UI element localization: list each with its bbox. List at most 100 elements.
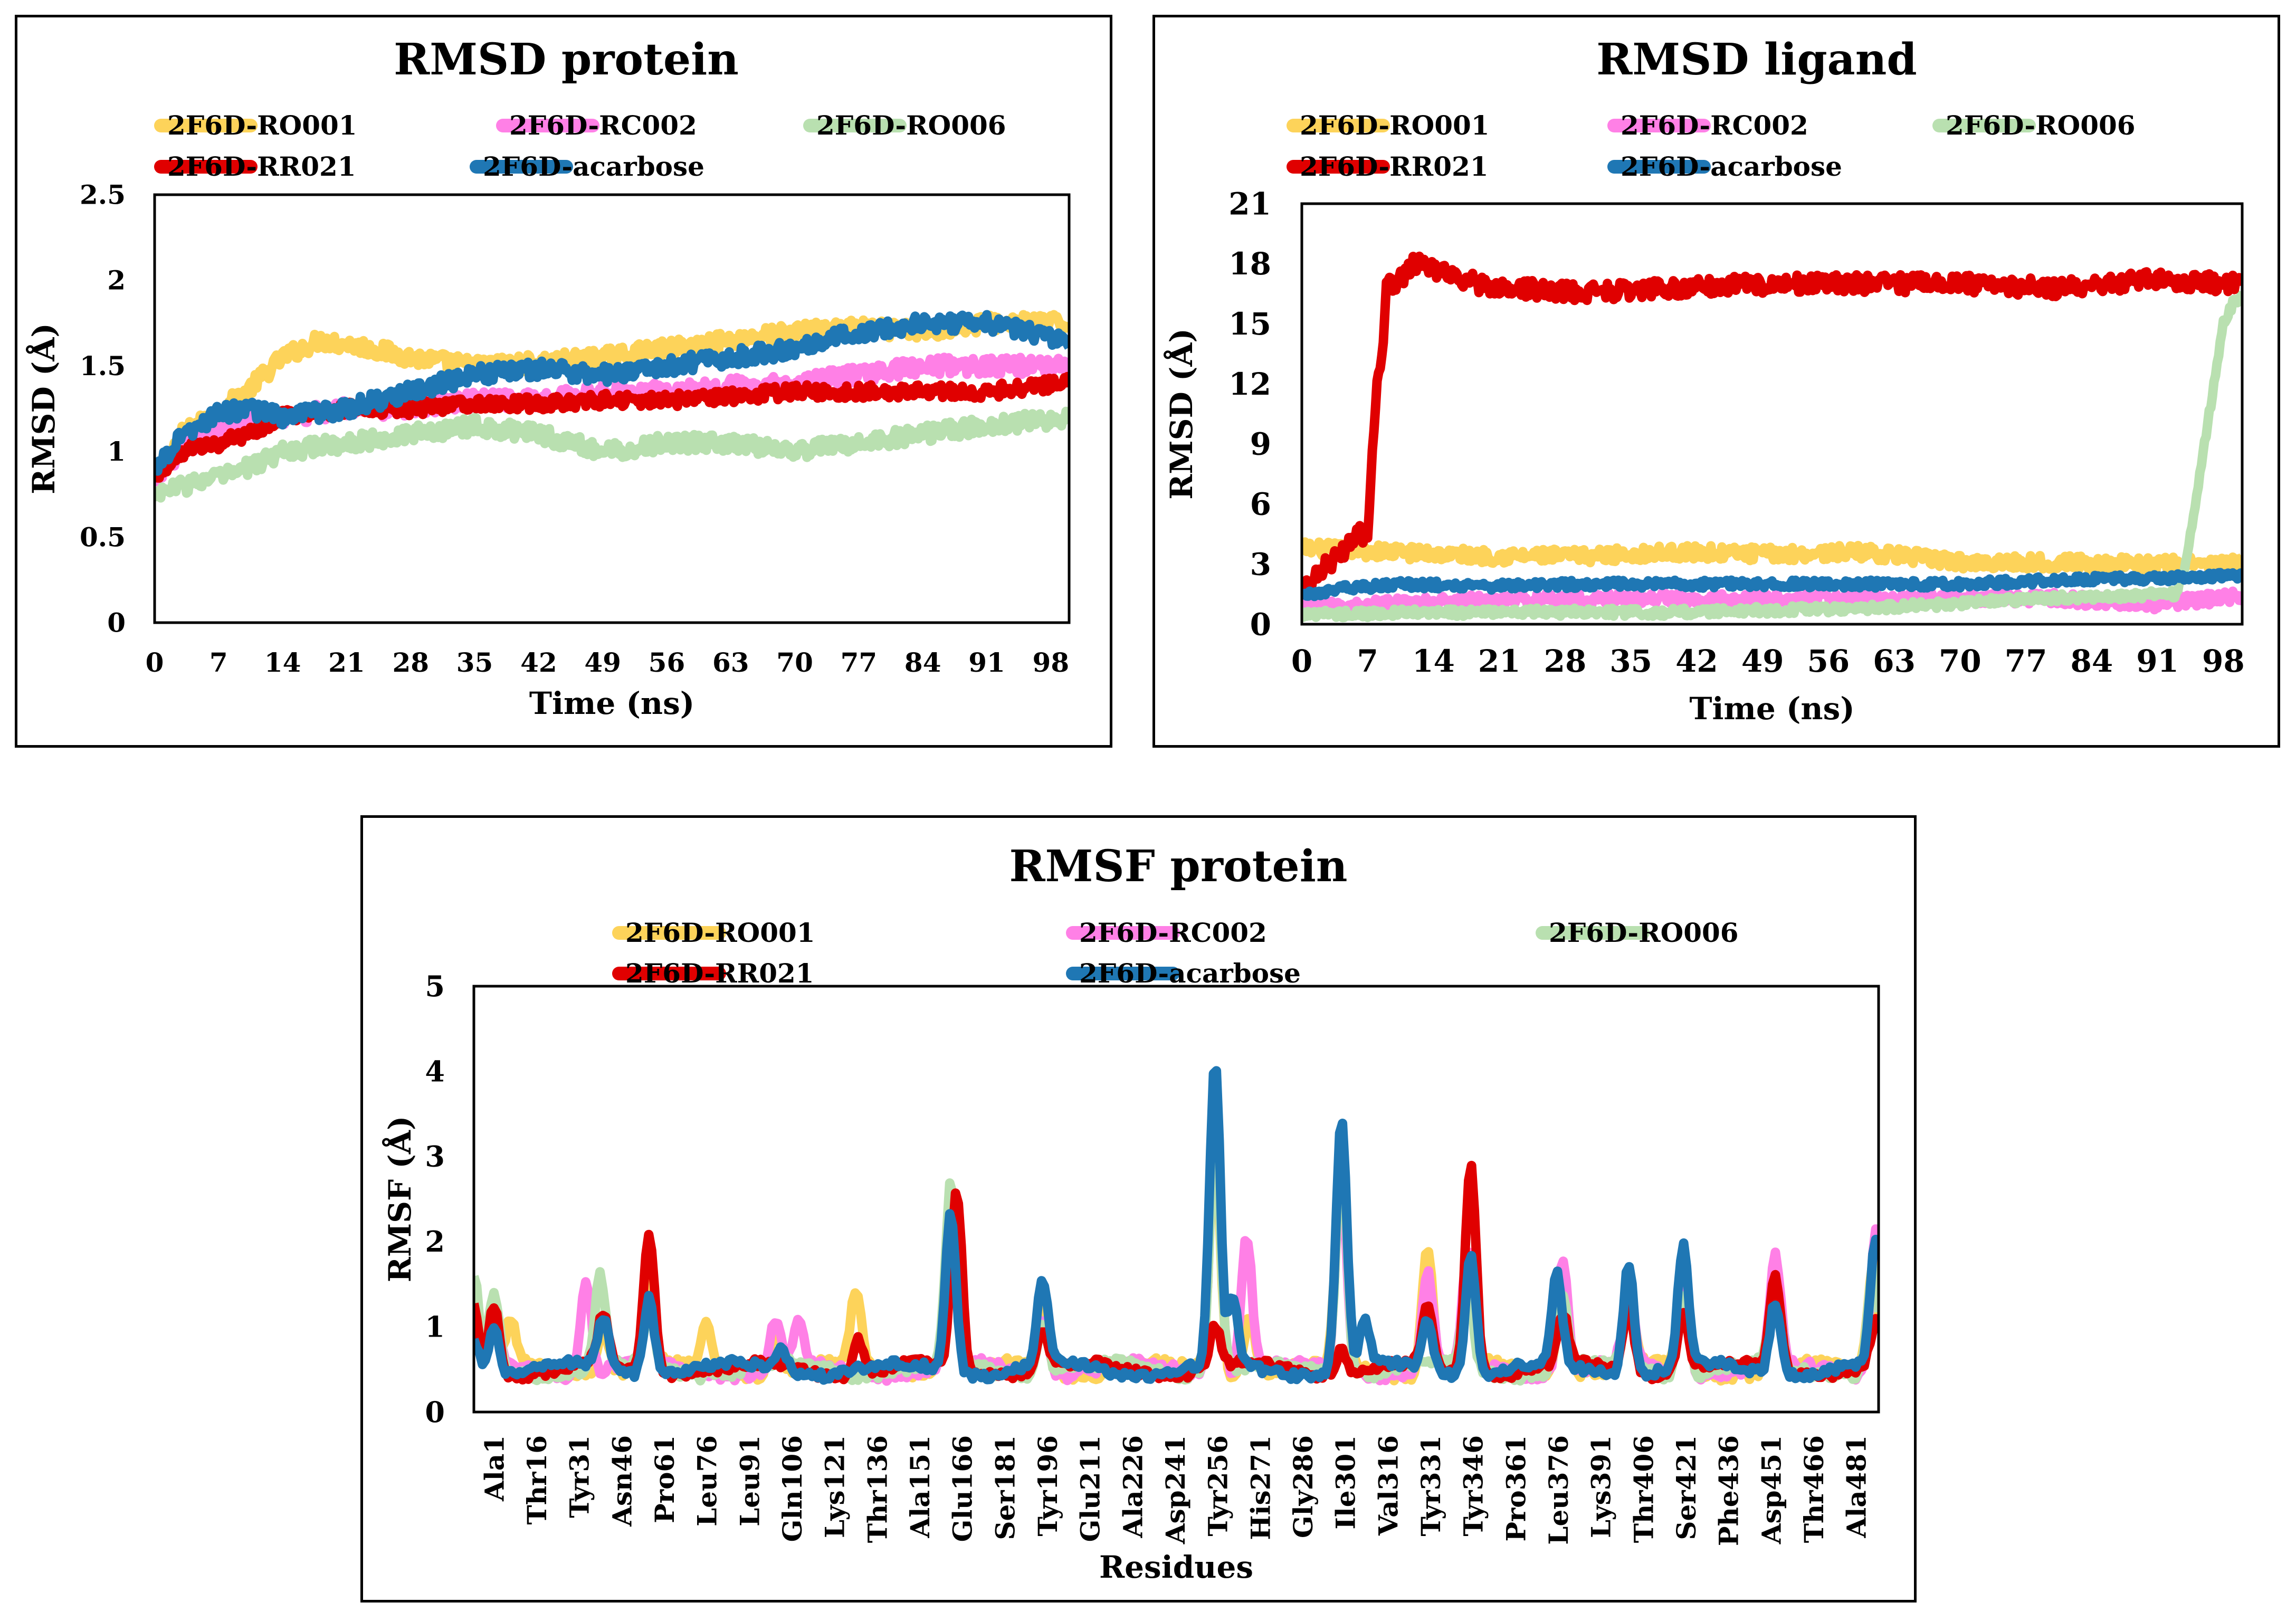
x-tick-label: Asp451	[1756, 1435, 1787, 1544]
x-tick-label: 49	[1741, 643, 1784, 679]
rmsf-protein-chart: RMSF protein 2F6D-RO001 2F6D-RC002 2F6D-RO0…	[382, 841, 1880, 1585]
y-tick-label: 2.5	[80, 179, 126, 211]
legend-entry-2f6d-rr021: 2F6D-RR021	[612, 958, 814, 989]
rmsd-protein-chart: RMSD protein 2F6D-RO001 2F6D-RC002 2F6D-RO0…	[26, 34, 1071, 721]
x-tick-label: Ala1	[479, 1435, 510, 1502]
x-tick-label: 35	[456, 647, 493, 678]
y-tick-label: 21	[1228, 186, 1271, 222]
legend-label: 2F6D-RR021	[1300, 151, 1489, 182]
x-tick-label: Gly286	[1288, 1435, 1319, 1538]
legend-label: 2F6D-RO006	[1549, 917, 1739, 948]
x-tick-label: Val316	[1373, 1435, 1404, 1536]
x-tick-label: Lys391	[1586, 1435, 1617, 1538]
rmsd-ligand-chart: RMSD ligand 2F6D-RO001 2F6D-RC002 2F6D-RO00…	[1164, 34, 2245, 727]
y-tick-label: 3	[425, 1140, 445, 1174]
chart-title: RMSF protein	[1009, 841, 1348, 892]
x-tick-label: 7	[1357, 643, 1378, 679]
y-tick-label: 5	[425, 969, 445, 1003]
y-tick-label: 18	[1228, 246, 1271, 282]
x-tick-label: 42	[1675, 643, 1718, 679]
x-axis-label: Time (ns)	[529, 685, 694, 721]
plot-area-frame	[153, 193, 1071, 624]
x-tick-label: Thr16	[521, 1435, 552, 1524]
x-tick-label: 70	[776, 647, 813, 678]
chart-title: RMSD ligand	[1596, 34, 1917, 85]
x-tick-label: 49	[584, 647, 621, 678]
y-tick-label: 1	[425, 1310, 445, 1344]
legend-label: 2F6D-RC002	[1621, 110, 1808, 141]
legend-entry-2f6d-rc002: 2F6D-RC002	[1066, 917, 1267, 948]
legend-entry-2f6d-ro001: 2F6D-RO001	[154, 110, 357, 141]
legend-entry-2f6d-rc002: 2F6D-RC002	[496, 110, 697, 141]
series-line-2f6d-ro006	[1302, 290, 2242, 623]
legend-label: 2F6D-RO006	[1946, 110, 2136, 141]
x-tick-label: 77	[841, 647, 878, 678]
y-tick-label: 0	[425, 1395, 445, 1429]
legend-entry-2f6d-rr021: 2F6D-RR021	[1287, 151, 1489, 182]
x-axis-label: Time (ns)	[1689, 691, 1854, 727]
legend-entry-2f6d-ro006: 2F6D-RO006	[1536, 917, 1739, 948]
y-tick-label: 0	[1250, 606, 1271, 642]
legend-label: 2F6D-RO006	[816, 110, 1006, 141]
x-tick-label: 98	[1033, 647, 1070, 678]
x-tick-label: Gln106	[777, 1435, 808, 1542]
legend-entry-2f6d-acarbose: 2F6D-acarbose	[470, 151, 704, 182]
legend-label: 2F6D-RO001	[167, 110, 357, 141]
x-tick-label: 14	[264, 647, 301, 678]
series-line-2f6d-rr021	[474, 1160, 1879, 1385]
series-line-2f6d-ro006	[474, 1136, 1879, 1386]
x-tick-label: 21	[328, 647, 365, 678]
x-tick-label: Tyr256	[1203, 1435, 1234, 1536]
x-tick-label: Ala226	[1117, 1435, 1148, 1539]
y-tick-label: 1.5	[80, 350, 126, 381]
x-tick-label: 91	[968, 647, 1005, 678]
x-tick-label: Ala151	[904, 1435, 936, 1539]
series-line-2f6d-rc002	[474, 1127, 1879, 1386]
plot-area-frame	[1300, 202, 2244, 626]
series-line-2f6d-acarbose	[474, 1066, 1879, 1385]
x-tick-label: 28	[392, 647, 429, 678]
legend-entry-2f6d-ro006: 2F6D-RO006	[803, 110, 1006, 141]
series-line-2f6d-ro001	[474, 1142, 1879, 1386]
y-tick-label: 4	[425, 1054, 445, 1088]
legend-entry-2f6d-acarbose: 2F6D-acarbose	[1607, 151, 1842, 182]
x-tick-label: 63	[1873, 643, 1916, 679]
legend-label: 2F6D-acarbose	[1621, 151, 1842, 182]
x-tick-label: Tyr31	[564, 1435, 595, 1518]
x-tick-label: Thr406	[1628, 1435, 1659, 1543]
x-tick-label: Asn46	[606, 1435, 637, 1527]
x-tick-label: 14	[1412, 643, 1455, 679]
x-tick-label: 77	[2005, 643, 2047, 679]
x-tick-label: Tyr346	[1458, 1435, 1489, 1536]
x-tick-label: Ser421	[1671, 1435, 1702, 1540]
x-tick-label: Phe436	[1713, 1435, 1745, 1546]
y-tick-label: 2	[107, 265, 126, 296]
legend-entry-2f6d-ro001: 2F6D-RO001	[1287, 110, 1490, 141]
y-tick-label: 6	[1250, 487, 1271, 522]
legend-label: 2F6D-acarbose	[1079, 958, 1301, 989]
plot-area-frame	[472, 985, 1880, 1414]
legend-label: 2F6D-RC002	[1079, 917, 1267, 948]
x-tick-label: 21	[1478, 643, 1521, 679]
x-tick-label: Pro61	[649, 1435, 680, 1523]
series-line-2f6d-acarbose	[1302, 568, 2242, 602]
x-tick-label: Glu166	[947, 1435, 978, 1542]
x-tick-label: 70	[1939, 643, 1981, 679]
series-line-2f6d-rr021	[1302, 251, 2242, 595]
x-tick-label: 91	[2136, 643, 2179, 679]
x-tick-label: 0	[1291, 643, 1312, 679]
x-tick-label: 84	[2071, 643, 2113, 679]
series-line-2f6d-acarbose	[155, 310, 1069, 476]
y-tick-label: 2	[425, 1225, 445, 1258]
rmsd-protein-panel: RMSD protein 2F6D-RO001 2F6D-RC002 2F6D-RO0…	[15, 15, 1112, 748]
y-tick-label: 3	[1250, 546, 1271, 582]
legend-label: 2F6D-RR021	[625, 958, 814, 989]
x-tick-label: 35	[1609, 643, 1652, 679]
x-tick-label: Leu376	[1543, 1435, 1574, 1545]
legend-entry-2f6d-acarbose: 2F6D-acarbose	[1066, 958, 1301, 989]
y-tick-label: 9	[1250, 426, 1271, 462]
x-tick-label: 56	[649, 647, 685, 678]
x-tick-label: Tyr196	[1032, 1435, 1063, 1536]
x-tick-label: Pro361	[1500, 1435, 1531, 1542]
x-tick-label: 7	[209, 647, 228, 678]
